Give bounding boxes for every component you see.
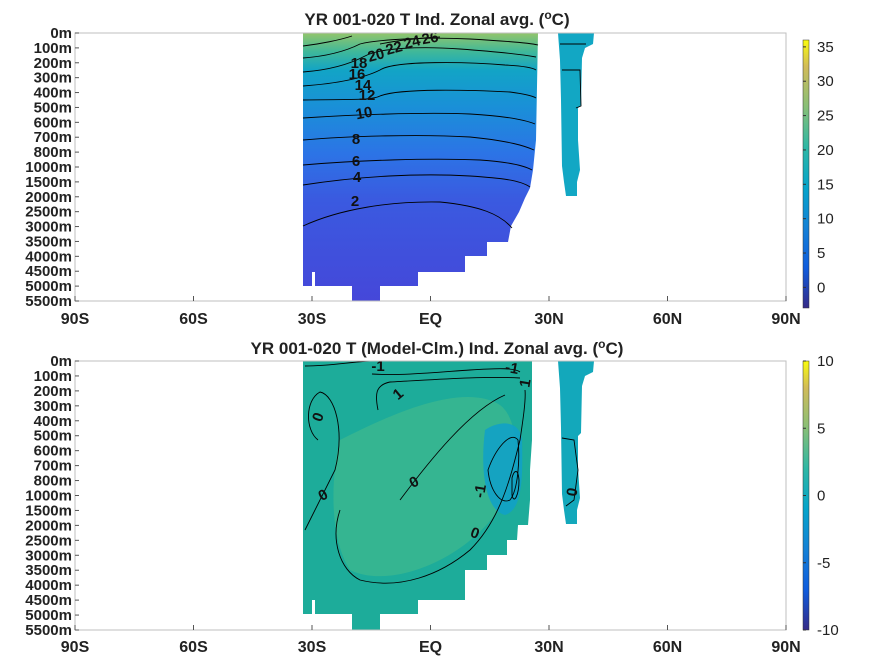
svg-text:12: 12 xyxy=(359,87,376,104)
colorbar-tick-label: 5 xyxy=(817,245,825,262)
x-tick-label: EQ xyxy=(419,311,442,328)
y-tick-label: 400m xyxy=(34,85,72,102)
x-tick-label: 90S xyxy=(61,639,90,656)
y-tick-label: 5500m xyxy=(25,622,72,639)
x-tick-label: 60N xyxy=(653,639,682,656)
y-axis: 0m100m200m300m400m500m600m700m800m1000m1… xyxy=(25,353,79,639)
y-tick-label: 400m xyxy=(34,413,72,430)
svg-text:18: 18 xyxy=(351,55,368,72)
y-tick-label: 100m xyxy=(34,368,72,385)
y-tick-label: 1000m xyxy=(25,159,72,176)
y-tick-label: 4500m xyxy=(25,263,72,280)
y-tick-label: 200m xyxy=(34,55,72,72)
y-tick-label: 5000m xyxy=(25,278,72,295)
svg-text:24: 24 xyxy=(402,32,423,53)
colorbar-ticks: 35 30 25 20 15 10 5 0 xyxy=(803,39,834,296)
svg-text:4: 4 xyxy=(353,169,362,186)
x-tick-label: 60S xyxy=(179,639,208,656)
colorbar-tick-label: 25 xyxy=(817,108,834,125)
x-tick-label: 90S xyxy=(61,311,90,328)
panel-temperature: YR 001-020 T Ind. Zonal avg. (oC) 2 4 6 xyxy=(25,8,833,328)
y-tick-label: 700m xyxy=(34,129,72,146)
y-tick-label: 500m xyxy=(34,428,72,445)
colorbar-tick-label: 30 xyxy=(817,73,834,90)
chart-title: YR 001-020 T Ind. Zonal avg. (oC) xyxy=(304,8,569,29)
y-tick-label: 800m xyxy=(34,144,72,161)
svg-text:0: 0 xyxy=(563,487,581,498)
x-tick-label: 60N xyxy=(653,311,682,328)
y-tick-label: 700m xyxy=(34,458,72,475)
contour-labels: 2 4 6 8 10 12 14 16 18 20 22 24 26 xyxy=(349,29,440,210)
y-tick-label: 1000m xyxy=(25,488,72,505)
y-tick-label: 500m xyxy=(34,99,72,116)
x-tick-label: 30N xyxy=(534,311,563,328)
svg-text:8: 8 xyxy=(352,131,360,148)
x-tick-label: 60S xyxy=(179,311,208,328)
x-tick-label: 90N xyxy=(771,639,800,656)
y-tick-label: 5500m xyxy=(25,293,72,310)
x-tick-label: 30N xyxy=(534,639,563,656)
y-tick-label: 600m xyxy=(34,114,72,131)
colorbar-tick-label: 10 xyxy=(817,211,834,228)
colorbar-tick-label: 0 xyxy=(817,488,825,505)
y-tick-label: 4000m xyxy=(25,248,72,265)
y-tick-label: 0m xyxy=(50,353,72,370)
colorbar-tick-label: 5 xyxy=(817,420,825,437)
y-tick-label: 4500m xyxy=(25,592,72,609)
panel-temperature-anomaly: YR 001-020 T (Model-Clm.) Ind. Zonal avg… xyxy=(25,337,838,656)
y-tick-label: 2500m xyxy=(25,532,72,549)
y-tick-label: 2000m xyxy=(25,517,72,534)
y-tick-label: 600m xyxy=(34,443,72,460)
y-tick-label: 0m xyxy=(50,25,72,42)
anomaly-field: -1 -1 1 1 0 0 0 0 -1 0 xyxy=(303,358,594,630)
svg-text:-1: -1 xyxy=(504,359,520,378)
svg-text:20: 20 xyxy=(366,45,387,66)
y-tick-label: 100m xyxy=(34,40,72,57)
temperature-field: 2 4 6 8 10 12 14 16 18 20 22 24 26 xyxy=(302,29,594,301)
colorbar-tick-label: 10 xyxy=(817,353,834,370)
svg-text:2: 2 xyxy=(351,193,359,210)
y-axis: 0m100m200m300m400m500m600m700m800m1000m1… xyxy=(25,25,79,310)
colorbar-tick-label: 0 xyxy=(817,279,825,296)
x-tick-label: 90N xyxy=(771,311,800,328)
svg-text:22: 22 xyxy=(384,38,405,59)
y-tick-label: 1500m xyxy=(25,174,72,191)
x-axis: 90S 60S 30S EQ 30N 60N 90N xyxy=(61,296,801,328)
colorbar-tick-label: -10 xyxy=(817,622,839,639)
y-tick-label: 3000m xyxy=(25,219,72,236)
svg-text:16: 16 xyxy=(349,66,366,83)
x-tick-label: 30S xyxy=(298,639,327,656)
colorbar-tick-label: 20 xyxy=(817,142,834,159)
colorbar-tick-label: 35 xyxy=(817,39,834,56)
y-tick-label: 800m xyxy=(34,473,72,490)
svg-text:-1: -1 xyxy=(371,358,384,375)
svg-text:14: 14 xyxy=(355,77,372,94)
x-axis: 90S 60S 30S EQ 30N 60N 90N xyxy=(61,625,801,656)
x-tick-label: 30S xyxy=(298,311,327,328)
colorbar-ticks: 10 5 0 -5 -10 xyxy=(803,353,839,639)
y-tick-label: 200m xyxy=(34,383,72,400)
y-tick-label: 300m xyxy=(34,398,72,415)
y-tick-label: 2500m xyxy=(25,204,72,221)
colorbar xyxy=(802,39,810,309)
svg-text:6: 6 xyxy=(352,153,360,170)
y-tick-label: 5000m xyxy=(25,607,72,624)
y-tick-label: 300m xyxy=(34,70,72,87)
colorbar-tick-label: 15 xyxy=(817,176,834,193)
y-tick-label: 3500m xyxy=(25,562,72,579)
svg-text:26: 26 xyxy=(420,29,439,49)
y-tick-label: 4000m xyxy=(25,577,72,594)
svg-text:-1: -1 xyxy=(471,483,490,499)
chart-title: YR 001-020 T (Model-Clm.) Ind. Zonal avg… xyxy=(251,337,624,358)
y-tick-label: 3000m xyxy=(25,547,72,564)
x-tick-label: EQ xyxy=(419,639,442,656)
y-tick-label: 1500m xyxy=(25,502,72,519)
svg-text:1: 1 xyxy=(516,378,534,389)
y-tick-label: 2000m xyxy=(25,189,72,206)
colorbar-tick-label: -5 xyxy=(817,555,830,572)
y-tick-label: 3500m xyxy=(25,233,72,250)
svg-text:10: 10 xyxy=(354,104,373,124)
